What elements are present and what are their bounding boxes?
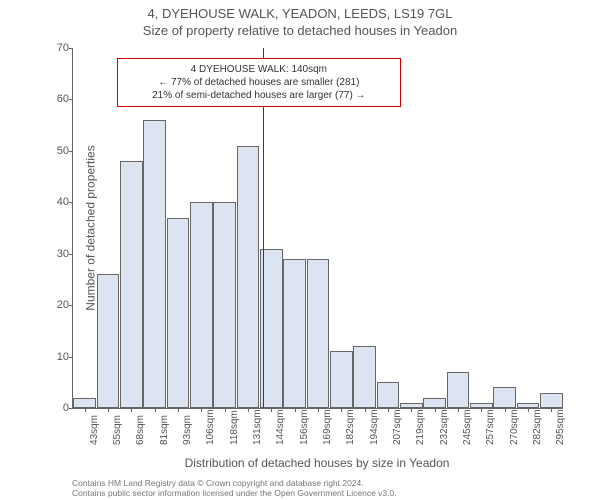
bar	[167, 218, 189, 408]
x-tick-mark	[201, 408, 202, 412]
x-tick: 282sqm	[532, 409, 543, 445]
x-tick-mark	[388, 408, 389, 412]
x-tick: 207sqm	[392, 409, 403, 445]
x-tick-mark	[248, 408, 249, 412]
y-tick: 30	[43, 248, 69, 260]
bar	[213, 202, 235, 408]
footer-line: Contains HM Land Registry data © Crown c…	[72, 478, 582, 488]
x-axis-label: Distribution of detached houses by size …	[72, 456, 562, 470]
x-tick: 131sqm	[252, 409, 263, 445]
y-tick-mark	[69, 408, 73, 409]
bar	[120, 161, 142, 408]
x-tick-mark	[295, 408, 296, 412]
x-tick-mark	[271, 408, 272, 412]
x-tick: 182sqm	[345, 409, 356, 445]
x-tick-mark	[505, 408, 506, 412]
y-tick-mark	[69, 202, 73, 203]
y-tick-mark	[69, 305, 73, 306]
y-tick: 10	[43, 351, 69, 363]
bar	[237, 146, 259, 408]
x-tick: 245sqm	[462, 409, 473, 445]
x-tick-mark	[528, 408, 529, 412]
annotation-line: ← 77% of detached houses are smaller (28…	[124, 76, 394, 89]
x-tick: 232sqm	[439, 409, 450, 445]
bar	[73, 398, 95, 408]
bar	[423, 398, 445, 408]
bar	[330, 351, 352, 408]
y-tick: 40	[43, 196, 69, 208]
x-tick: 106sqm	[205, 409, 216, 445]
x-tick: 118sqm	[229, 410, 240, 445]
x-tick: 219sqm	[415, 409, 426, 445]
y-tick-mark	[69, 151, 73, 152]
x-tick-mark	[318, 408, 319, 412]
x-tick: 156sqm	[299, 409, 310, 445]
x-tick-mark	[108, 408, 109, 412]
bar	[283, 259, 305, 408]
title-sub: Size of property relative to detached ho…	[0, 21, 600, 38]
x-tick-mark	[225, 408, 226, 412]
x-tick-mark	[435, 408, 436, 412]
title-main: 4, DYEHOUSE WALK, YEADON, LEEDS, LS19 7G…	[0, 0, 600, 21]
bar	[447, 372, 469, 408]
y-tick-mark	[69, 254, 73, 255]
x-tick-mark	[458, 408, 459, 412]
bar	[190, 202, 212, 408]
annotation-box: 4 DYEHOUSE WALK: 140sqm← 77% of detached…	[117, 58, 401, 107]
x-tick: 169sqm	[322, 409, 333, 445]
x-tick-mark	[341, 408, 342, 412]
bar	[143, 120, 165, 408]
y-tick: 70	[43, 42, 69, 54]
x-tick-mark	[178, 408, 179, 412]
bar	[307, 259, 329, 408]
x-tick: 81sqm	[159, 415, 170, 445]
annotation-line: 4 DYEHOUSE WALK: 140sqm	[124, 63, 394, 76]
y-tick: 50	[43, 145, 69, 157]
x-tick: 257sqm	[485, 409, 496, 445]
x-tick-mark	[85, 408, 86, 412]
x-tick-mark	[551, 408, 552, 412]
x-tick-mark	[365, 408, 366, 412]
chart-container: 4, DYEHOUSE WALK, YEADON, LEEDS, LS19 7G…	[0, 0, 600, 500]
x-tick-mark	[411, 408, 412, 412]
x-tick: 295sqm	[555, 409, 566, 445]
bar	[493, 387, 515, 408]
y-tick-mark	[69, 357, 73, 358]
plot-area: 01020304050607043sqm55sqm68sqm81sqm93sqm…	[72, 48, 563, 409]
bar	[540, 393, 562, 408]
footer-attribution: Contains HM Land Registry data © Crown c…	[72, 478, 582, 498]
annotation-line: 21% of semi-detached houses are larger (…	[124, 89, 394, 102]
bar	[97, 274, 119, 408]
x-tick-mark	[155, 408, 156, 412]
x-tick: 194sqm	[369, 409, 380, 445]
footer-line: Contains public sector information licen…	[72, 488, 582, 498]
x-tick: 68sqm	[135, 415, 146, 445]
x-tick: 270sqm	[509, 409, 520, 445]
y-tick-mark	[69, 99, 73, 100]
x-tick: 144sqm	[275, 409, 286, 445]
x-tick: 55sqm	[112, 415, 123, 445]
y-tick: 0	[43, 402, 69, 414]
y-tick-mark	[69, 48, 73, 49]
x-tick-mark	[131, 408, 132, 412]
x-tick: 93sqm	[182, 415, 193, 445]
y-tick: 20	[43, 299, 69, 311]
x-tick-mark	[481, 408, 482, 412]
bar	[353, 346, 375, 408]
bar	[377, 382, 399, 408]
y-tick: 60	[43, 93, 69, 105]
x-tick: 43sqm	[89, 415, 100, 445]
